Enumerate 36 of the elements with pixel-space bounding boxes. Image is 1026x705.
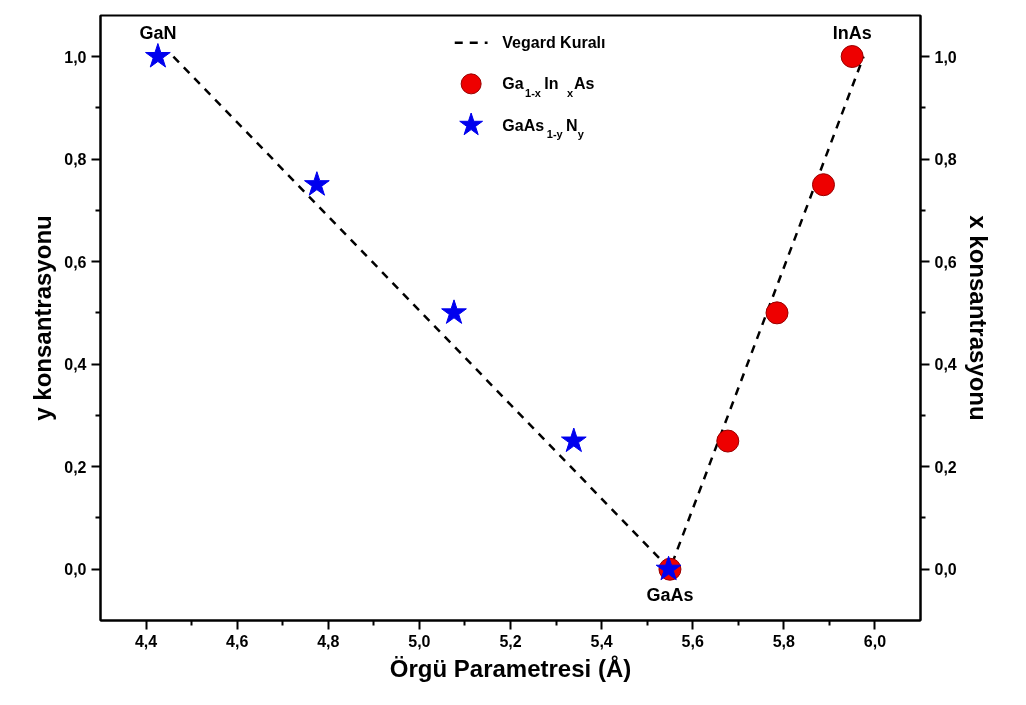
x-tick-label: 6,0	[863, 632, 887, 650]
point	[304, 171, 330, 196]
x-tick-label: 5,0	[408, 632, 431, 650]
x-axis-title: Örgü Parametresi (Å)	[389, 654, 632, 682]
y-tick-label: 1,0	[64, 48, 87, 66]
x-tick-label: 4,4	[134, 632, 158, 650]
annotation: GaN	[139, 22, 177, 43]
y2-tick-label: 0,2	[934, 458, 957, 476]
x-tick-label: 4,6	[226, 632, 249, 650]
legend-label: Vegard Kuralı	[502, 34, 606, 52]
point	[441, 299, 467, 324]
annotation: GaAs	[646, 585, 694, 606]
y-axis-title: y konsantrasyonu	[29, 215, 57, 421]
point	[716, 429, 740, 453]
y2-tick-label: 0,8	[934, 151, 957, 169]
point	[840, 45, 864, 68]
y2-axis-title: x konsantrasyonu	[964, 215, 992, 421]
x-tick-label: 5,6	[681, 632, 704, 650]
point	[765, 301, 789, 325]
y2-tick-label: 0,0	[934, 561, 957, 579]
y-tick-label: 0,6	[64, 253, 87, 271]
x-tick-label: 5,4	[590, 632, 613, 650]
annotation: InAs	[832, 22, 872, 43]
y2-tick-label: 0,6	[934, 253, 957, 271]
y-tick-label: 0,0	[64, 561, 87, 579]
x-tick-label: 5,8	[772, 632, 796, 650]
y2-tick-label: 0,4	[934, 356, 957, 374]
point	[145, 43, 171, 68]
x-tick-label: 4,8	[317, 632, 340, 650]
y-tick-label: 0,4	[64, 356, 87, 374]
y-tick-label: 0,8	[64, 151, 87, 169]
y-tick-label: 0,2	[64, 458, 87, 476]
x-tick-label: 5,2	[499, 632, 522, 650]
point	[811, 173, 835, 197]
y2-tick-label: 1,0	[934, 48, 957, 66]
point	[560, 427, 587, 453]
